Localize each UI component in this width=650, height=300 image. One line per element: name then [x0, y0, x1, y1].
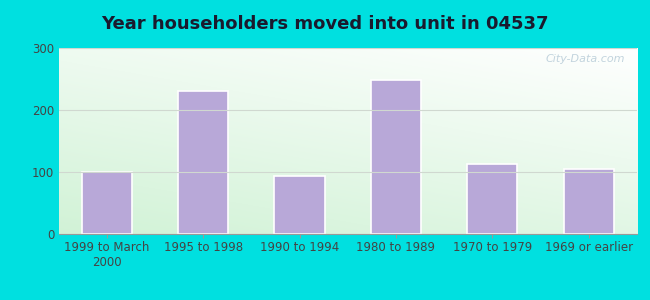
Bar [371, 80, 421, 234]
Text: City-Data.com: City-Data.com [546, 54, 625, 64]
Text: Year householders moved into unit in 04537: Year householders moved into unit in 045… [101, 15, 549, 33]
Bar [564, 169, 614, 234]
Bar [467, 164, 517, 234]
Bar [274, 176, 324, 234]
Bar [178, 92, 228, 234]
Bar [82, 172, 132, 234]
